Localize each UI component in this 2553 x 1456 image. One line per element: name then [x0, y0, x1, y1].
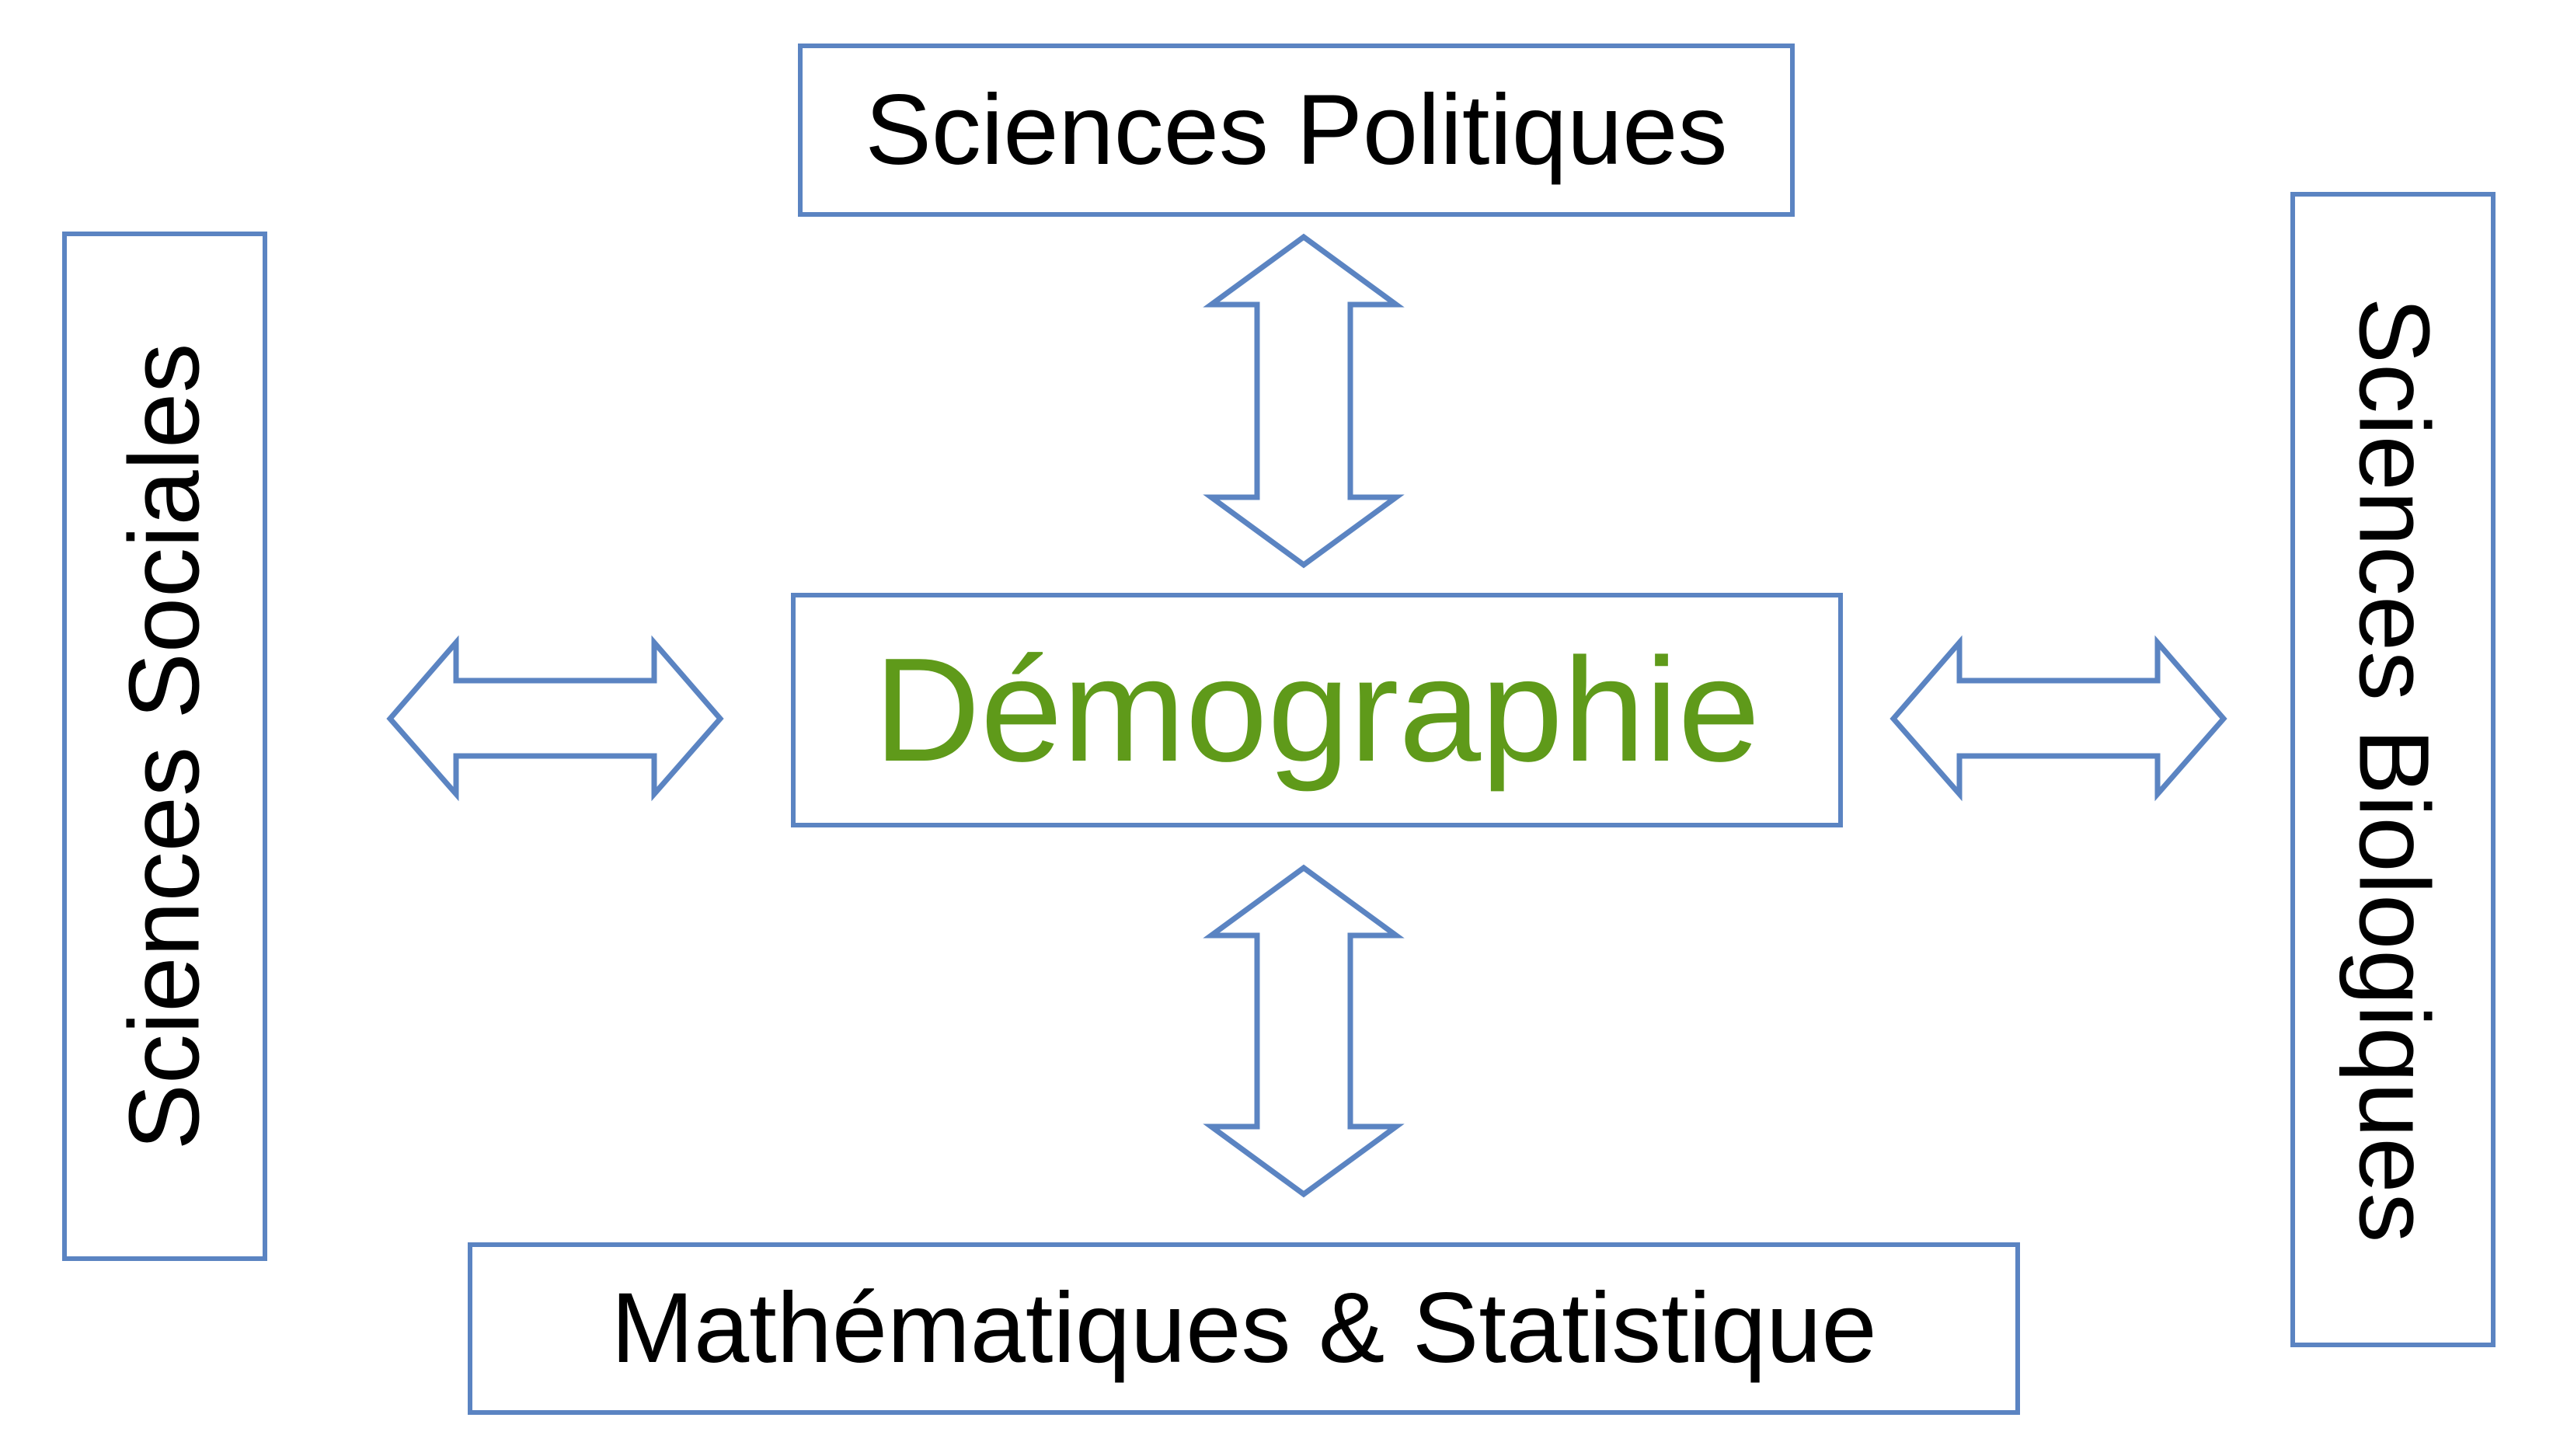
arrow-top-double-arrow [1203, 233, 1405, 569]
label-mathematiques-statistique: Mathématiques & Statistique [611, 1273, 1877, 1384]
label-sciences-biologiques: Sciences Biologiques [2338, 297, 2449, 1242]
box-sciences-sociales: Sciences Sociales [62, 232, 267, 1261]
arrow-left-double-arrow [386, 635, 724, 802]
box-sciences-politiques: Sciences Politiques [798, 44, 1795, 217]
label-sciences-sociales: Sciences Sociales [109, 343, 220, 1150]
box-demographie: Démographie [791, 593, 1843, 827]
arrow-bottom-double-arrow [1203, 864, 1405, 1198]
arrow-right-double-arrow [1889, 635, 2227, 802]
box-sciences-biologiques: Sciences Biologiques [2290, 192, 2496, 1347]
label-sciences-politiques: Sciences Politiques [865, 74, 1728, 186]
box-mathematiques-statistique: Mathématiques & Statistique [468, 1242, 2020, 1415]
label-demographie: Démographie [873, 628, 1761, 792]
